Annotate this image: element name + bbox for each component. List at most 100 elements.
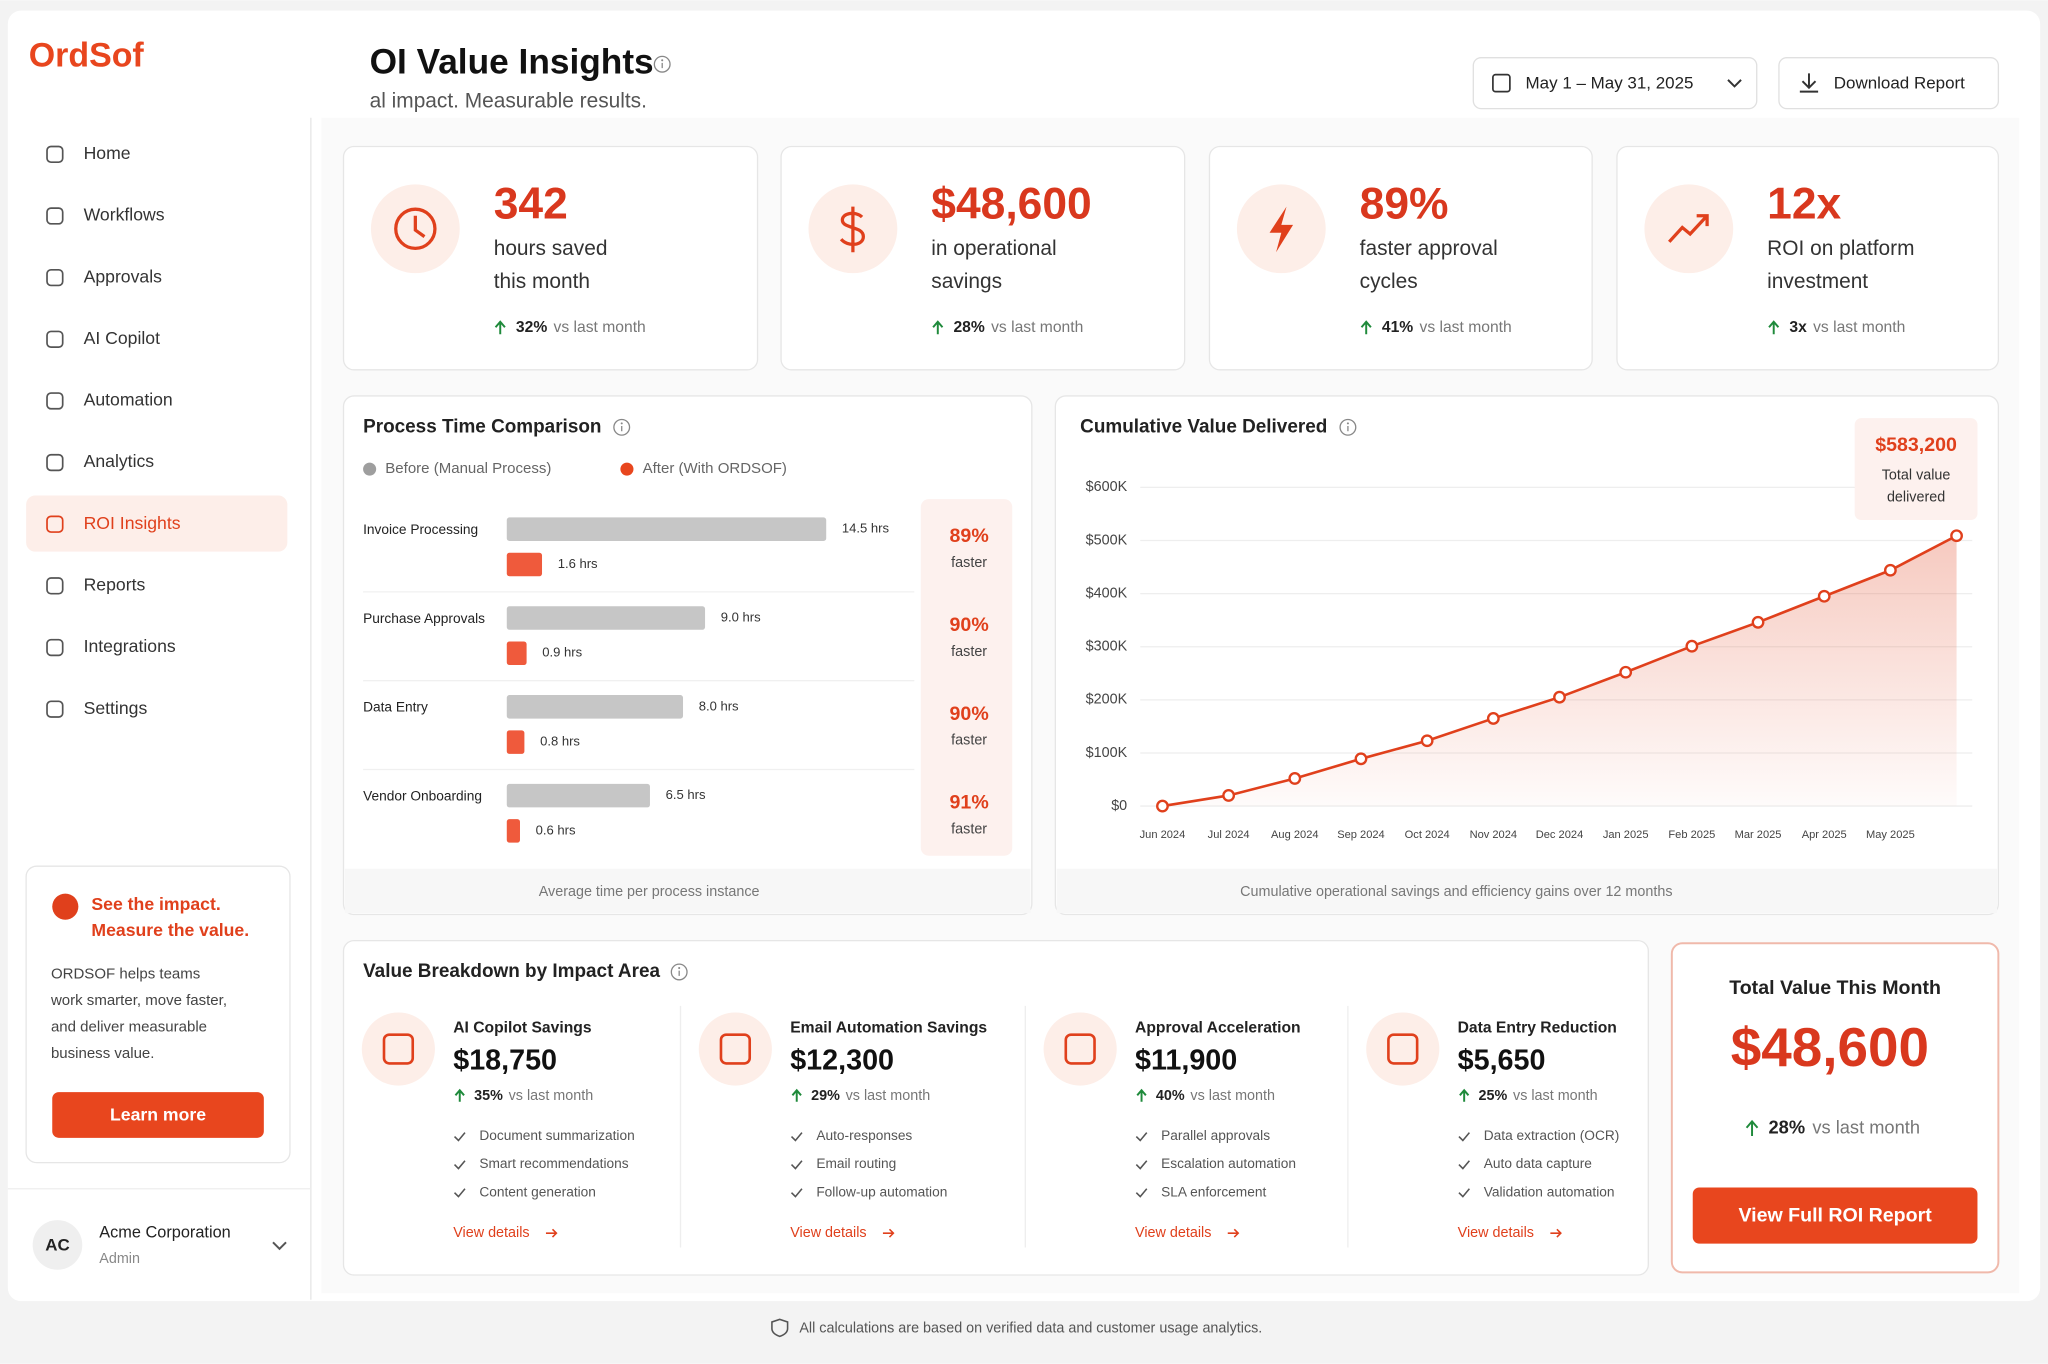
change-arrow bbox=[932, 320, 944, 335]
download-label[interactable]: Download Report bbox=[1834, 73, 1965, 92]
link-arrow bbox=[882, 1228, 895, 1238]
kpi-label: cycles bbox=[1360, 270, 1418, 293]
bar bbox=[506, 730, 525, 754]
total-value: $48,600 bbox=[1731, 1016, 1929, 1078]
item-feature: Data extraction (OCR) bbox=[1484, 1128, 1620, 1143]
nav-icon bbox=[46, 145, 64, 164]
learn-more-button[interactable] bbox=[52, 1092, 264, 1138]
nav-item[interactable]: ROI Insights bbox=[84, 513, 181, 533]
download-button[interactable] bbox=[1778, 57, 2000, 110]
change-arrow bbox=[1136, 1088, 1147, 1102]
change-arrow bbox=[1745, 1119, 1759, 1137]
change-value: 28% bbox=[1769, 1117, 1806, 1138]
kpi-value: 89% bbox=[1360, 179, 1449, 228]
date-range[interactable]: May 1 – May 31, 2025 bbox=[1526, 73, 1694, 92]
item-icon bbox=[1064, 1033, 1096, 1065]
nav-item[interactable]: Automation bbox=[84, 390, 173, 410]
kpi-label: savings bbox=[931, 270, 1002, 293]
y-tick-label: $200K bbox=[1086, 692, 1128, 708]
nav-item[interactable]: Workflows bbox=[84, 205, 165, 225]
bar-value-label: 0.6 hrs bbox=[536, 822, 576, 837]
x-tick-label: Aug 2024 bbox=[1271, 829, 1319, 841]
nav-item[interactable]: Reports bbox=[84, 575, 146, 595]
promo-title: See the impact. bbox=[91, 894, 220, 914]
nav-item[interactable]: Approvals bbox=[84, 266, 163, 286]
change-compare: vs last month bbox=[991, 319, 1083, 336]
point bbox=[1156, 799, 1169, 813]
bar bbox=[506, 819, 520, 843]
y-tick-label: $500K bbox=[1086, 532, 1128, 548]
user-menu-chevron[interactable] bbox=[272, 1241, 287, 1251]
point bbox=[1619, 665, 1633, 679]
card-footer bbox=[1056, 868, 1998, 914]
item-icon bbox=[719, 1033, 752, 1065]
item-value: $18,750 bbox=[453, 1045, 557, 1077]
check-icon bbox=[453, 1132, 466, 1142]
promo-text: business value. bbox=[51, 1045, 155, 1062]
x-tick-label: Jun 2024 bbox=[1140, 829, 1186, 841]
kpi-icon bbox=[1668, 214, 1709, 243]
bar-value-label: 6.5 hrs bbox=[666, 787, 706, 802]
nav-item[interactable]: Analytics bbox=[84, 451, 155, 471]
item-feature: Document summarization bbox=[479, 1128, 634, 1143]
bar bbox=[506, 783, 650, 808]
kpi-icon bbox=[839, 206, 865, 253]
change-arrow bbox=[1768, 320, 1780, 335]
nav-icon bbox=[46, 577, 64, 595]
view-report-label[interactable]: View Full ROI Report bbox=[1738, 1204, 1932, 1226]
area bbox=[1162, 535, 1957, 807]
nav-icon bbox=[46, 268, 64, 287]
change-value: 32% bbox=[516, 319, 547, 336]
change-text: 3x vs last month bbox=[1789, 319, 1905, 336]
card-footer bbox=[344, 868, 1031, 914]
item-link[interactable]: View details bbox=[790, 1225, 866, 1241]
change-compare: vs last month bbox=[1190, 1088, 1275, 1104]
kpi-label: in operational bbox=[931, 237, 1056, 260]
category-label: Vendor Onboarding bbox=[363, 789, 482, 804]
info-icon bbox=[1339, 418, 1357, 436]
y-tick-label: $0 bbox=[1111, 798, 1127, 814]
change-value: 29% bbox=[811, 1088, 840, 1104]
improvement-value: 90% bbox=[950, 614, 989, 636]
improvement-label: faster bbox=[951, 733, 987, 749]
item-title: Email Automation Savings bbox=[790, 1019, 987, 1036]
kpi-icon bbox=[413, 215, 426, 238]
item-icon bbox=[382, 1033, 415, 1065]
change-arrow bbox=[1459, 1088, 1470, 1102]
nav-active-bg bbox=[26, 495, 288, 552]
nav-item[interactable]: AI Copilot bbox=[84, 328, 161, 348]
learn-more-label[interactable]: Learn more bbox=[110, 1104, 206, 1124]
change-arrow bbox=[494, 320, 506, 335]
nav-item[interactable]: Integrations bbox=[84, 636, 176, 656]
link-arrow bbox=[545, 1228, 558, 1238]
change-value: 40% bbox=[1156, 1088, 1185, 1104]
change-text: 40% vs last month bbox=[1156, 1088, 1275, 1104]
nav-icon bbox=[46, 392, 64, 410]
change-arrow bbox=[791, 1088, 802, 1102]
item-link[interactable]: View details bbox=[1135, 1225, 1211, 1241]
improvement-panel bbox=[920, 499, 1013, 856]
check-icon bbox=[1135, 1188, 1148, 1198]
check-icon bbox=[790, 1160, 803, 1170]
bar-value-label: 0.9 hrs bbox=[542, 645, 582, 660]
promo-text: work smarter, move faster, bbox=[50, 992, 227, 1009]
item-feature: SLA enforcement bbox=[1161, 1184, 1266, 1199]
view-report-button[interactable] bbox=[1692, 1187, 1978, 1244]
link-arrow bbox=[1227, 1228, 1240, 1238]
item-link[interactable]: View details bbox=[1458, 1225, 1534, 1241]
nav-item[interactable]: Home bbox=[84, 143, 131, 163]
item-icon-bg bbox=[1366, 1012, 1440, 1086]
info-icon bbox=[1346, 422, 1349, 425]
date-picker[interactable] bbox=[1472, 57, 1758, 110]
card-footer-text: Average time per process instance bbox=[539, 884, 760, 900]
bar bbox=[506, 641, 527, 666]
legend-dot bbox=[363, 462, 377, 476]
point bbox=[1553, 690, 1566, 704]
item-link[interactable]: View details bbox=[453, 1225, 529, 1241]
user-name: Acme Corporation bbox=[99, 1223, 230, 1241]
point bbox=[1817, 589, 1831, 603]
change-text: 25% vs last month bbox=[1479, 1088, 1598, 1104]
nav-item[interactable]: Settings bbox=[84, 698, 148, 718]
info-icon bbox=[620, 422, 623, 425]
footer-note: All calculations are based on verified d… bbox=[799, 1320, 1262, 1336]
